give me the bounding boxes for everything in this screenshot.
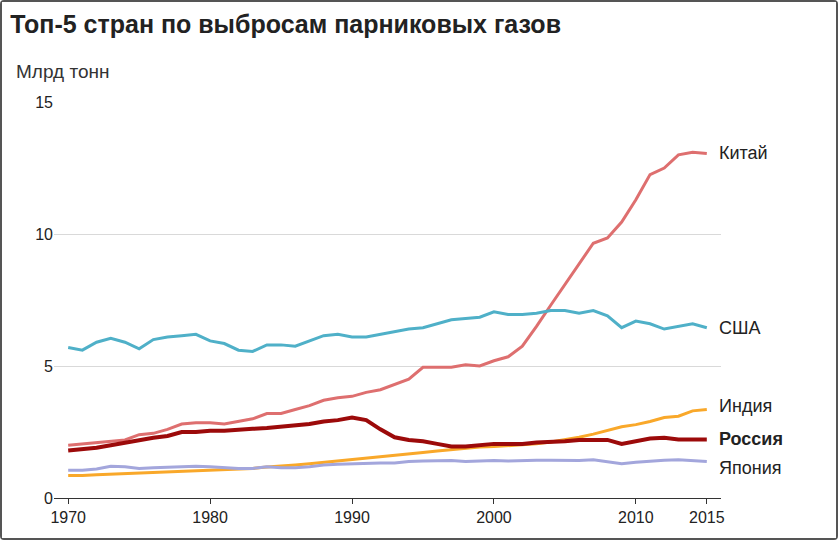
svg-text:Индия: Индия: [719, 396, 772, 416]
svg-text:1990: 1990: [334, 509, 370, 526]
svg-text:Россия: Россия: [719, 429, 783, 449]
svg-text:5: 5: [44, 358, 53, 375]
svg-text:1980: 1980: [192, 509, 228, 526]
svg-text:Топ-5 стран по выбросам парник: Топ-5 стран по выбросам парниковых газов: [10, 10, 561, 38]
svg-text:1970: 1970: [50, 509, 86, 526]
svg-text:США: США: [719, 318, 761, 338]
svg-text:10: 10: [35, 226, 53, 243]
svg-text:Япония: Япония: [719, 458, 782, 478]
svg-text:2010: 2010: [618, 509, 654, 526]
svg-text:2000: 2000: [476, 509, 512, 526]
svg-text:15: 15: [35, 94, 53, 111]
svg-text:Млрд тонн: Млрд тонн: [16, 61, 109, 82]
svg-text:Китай: Китай: [719, 143, 768, 163]
svg-text:0: 0: [44, 490, 53, 507]
svg-text:2015: 2015: [689, 509, 725, 526]
